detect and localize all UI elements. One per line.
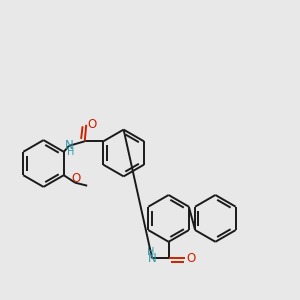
Text: H: H [147,247,154,257]
Text: O: O [186,252,195,265]
Text: N: N [65,139,74,152]
Text: N: N [148,252,157,265]
Text: O: O [87,118,96,131]
Text: O: O [71,172,80,185]
Text: H: H [67,147,74,158]
